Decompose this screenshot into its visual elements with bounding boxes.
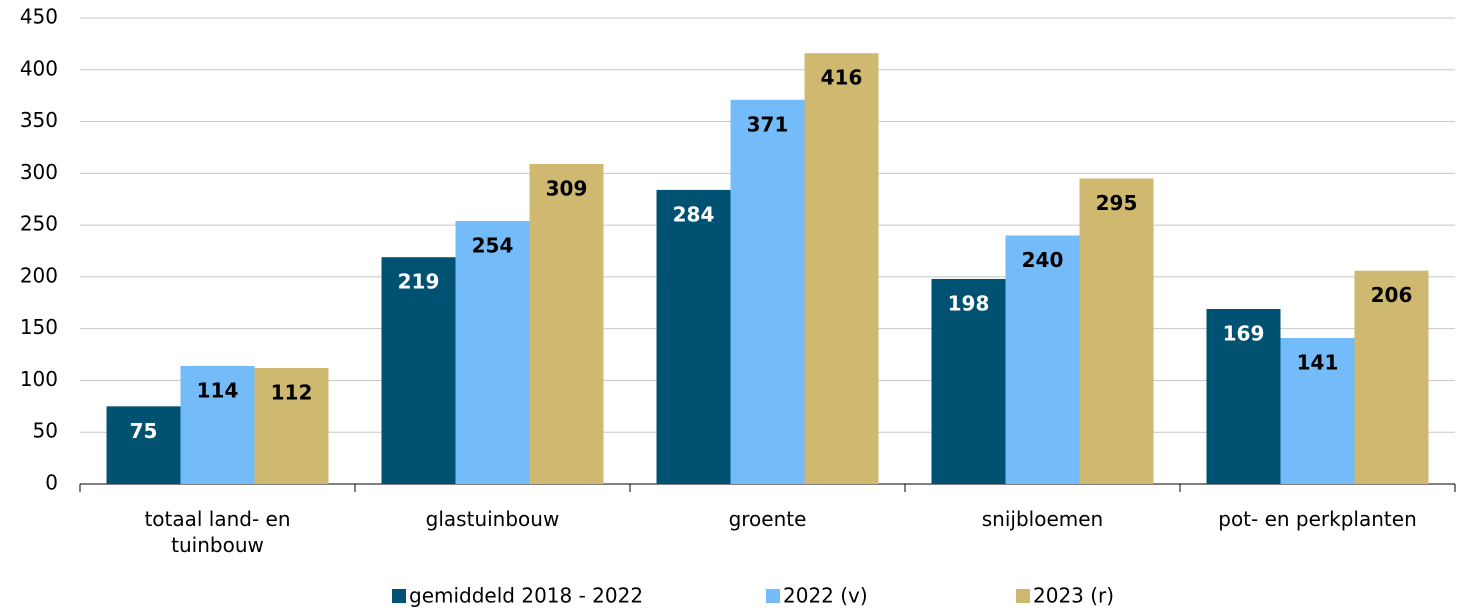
data-label: 219 — [398, 270, 440, 294]
data-label: 198 — [948, 291, 990, 315]
data-label: 141 — [1297, 350, 1339, 374]
bar — [455, 220, 530, 485]
data-label: 309 — [546, 177, 588, 201]
y-tick-label: 0 — [45, 471, 58, 495]
data-label: 114 — [197, 378, 239, 402]
y-tick-label: 50 — [33, 419, 58, 443]
data-label: 112 — [271, 381, 313, 405]
data-label: 169 — [1223, 321, 1265, 345]
data-label: 240 — [1022, 248, 1064, 272]
data-label: 416 — [821, 66, 863, 90]
bar — [1280, 337, 1355, 484]
data-label: 284 — [673, 202, 715, 226]
x-tick-label: totaal land- en tuinbouw — [144, 507, 291, 557]
x-tick-label: groente — [728, 507, 807, 531]
y-tick-label: 250 — [20, 212, 58, 236]
bar — [381, 257, 456, 484]
legend-swatch — [1016, 589, 1030, 603]
bar — [656, 189, 731, 484]
bar — [730, 99, 805, 484]
legend-swatch — [766, 589, 780, 603]
data-label: 371 — [747, 112, 789, 136]
bar — [254, 368, 329, 484]
bar — [106, 406, 181, 484]
bar — [1079, 178, 1154, 484]
y-tick-label: 150 — [20, 315, 58, 339]
y-tick-label: 200 — [20, 263, 58, 287]
bar — [931, 278, 1006, 484]
bar — [1206, 308, 1281, 484]
y-tick-label: 350 — [20, 108, 58, 132]
bar — [1005, 235, 1080, 484]
y-tick-label: 300 — [20, 160, 58, 184]
bar — [804, 53, 879, 484]
x-tick-label: glastuinbouw — [425, 507, 560, 531]
bar — [529, 164, 604, 484]
x-tick-label: snijbloemen — [981, 507, 1104, 531]
y-tick-label: 100 — [20, 367, 58, 391]
legend-swatch — [392, 589, 406, 603]
data-label: 75 — [130, 419, 158, 443]
legend-label: 2022 (v) — [783, 584, 868, 608]
data-label: 206 — [1371, 283, 1413, 307]
bar — [1354, 270, 1429, 484]
y-tick-label: 450 — [20, 5, 58, 29]
bar — [180, 365, 255, 484]
data-label: 254 — [472, 233, 514, 257]
data-label: 295 — [1096, 191, 1138, 215]
x-tick-label: pot- en perkplanten — [1218, 507, 1417, 531]
legend-label: 2023 (r) — [1033, 584, 1114, 608]
legend-label: gemiddeld 2018 - 2022 — [409, 584, 643, 608]
y-tick-label: 400 — [20, 56, 58, 80]
